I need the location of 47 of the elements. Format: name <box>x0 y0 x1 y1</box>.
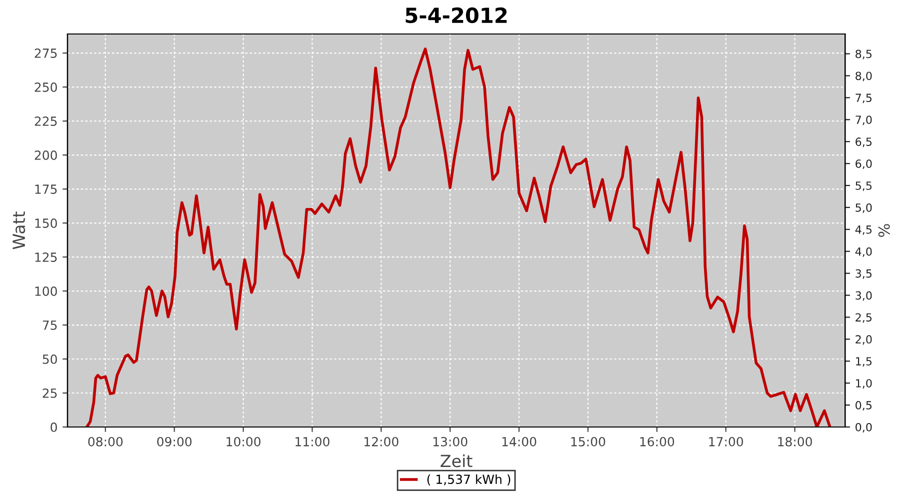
y2-tick-label: 8,5 <box>856 50 872 60</box>
y2-tick-label: 5,0 <box>856 203 872 213</box>
y-tick-label: 175 <box>35 184 57 194</box>
y2-tick-label: 0,5 <box>856 401 872 411</box>
y2-tick-label: 2,5 <box>856 313 872 323</box>
x-tick-label: 14:00 <box>502 436 536 446</box>
x-tick-label: 16:00 <box>640 436 674 446</box>
y2-tick-label: 2,0 <box>856 335 872 345</box>
y2-tick-label: 0,0 <box>856 422 872 433</box>
x-tick-label: 10:00 <box>226 436 260 446</box>
y2-tick-label: 3,0 <box>856 291 872 301</box>
y-tick-label: 225 <box>34 116 57 126</box>
x-tick-label: 18:00 <box>778 436 812 446</box>
y2-tick-label: 5,5 <box>856 182 872 192</box>
x-tick-label: 15:00 <box>571 436 606 446</box>
y2-tick-label: 4,0 <box>855 247 872 257</box>
y2-tick-label: 3,5 <box>856 269 872 279</box>
y-tick-label: 150 <box>35 218 57 228</box>
y2-axis-title: % <box>878 224 890 237</box>
y2-tick-label: 6,0 <box>856 160 872 170</box>
x-tick-label: 09:00 <box>157 436 192 446</box>
y-tick-label: 25 <box>42 388 57 398</box>
y-tick-label: 250 <box>34 82 57 92</box>
y-axis-title: Watt <box>12 212 26 250</box>
x-tick-label: 13:00 <box>433 436 468 446</box>
y2-tick-label: 6,5 <box>856 138 872 148</box>
y2-tick-label: 8,0 <box>856 72 872 82</box>
y-tick-label: 75 <box>42 320 57 330</box>
y2-tick-label: 7,0 <box>856 116 872 126</box>
x-tick-label: 08:00 <box>88 436 123 446</box>
y2-tick-label: 7,5 <box>856 94 872 104</box>
legend-label: ( 1,537 kWh ) <box>427 474 510 486</box>
x-axis-title: Zeit <box>440 454 472 468</box>
y2-tick-label: 1,0 <box>856 379 872 389</box>
y-tick-label: 275 <box>34 48 57 58</box>
line-series <box>85 48 832 427</box>
y-tick-label: 200 <box>34 150 57 160</box>
y-tick-label: 100 <box>35 286 57 296</box>
x-tick-label: 17:00 <box>709 436 744 446</box>
y2-tick-label: 1,5 <box>856 357 872 367</box>
y-tick-label: 0 <box>50 422 57 432</box>
x-tick-label: 11:00 <box>296 436 330 446</box>
y-tick-label: 125 <box>35 252 57 262</box>
x-tick-label: 12:00 <box>364 436 398 446</box>
y2-tick-label: 4,5 <box>855 226 872 235</box>
y-tick-label: 50 <box>42 354 57 364</box>
chart-title: 5-4-2012 <box>406 7 507 24</box>
